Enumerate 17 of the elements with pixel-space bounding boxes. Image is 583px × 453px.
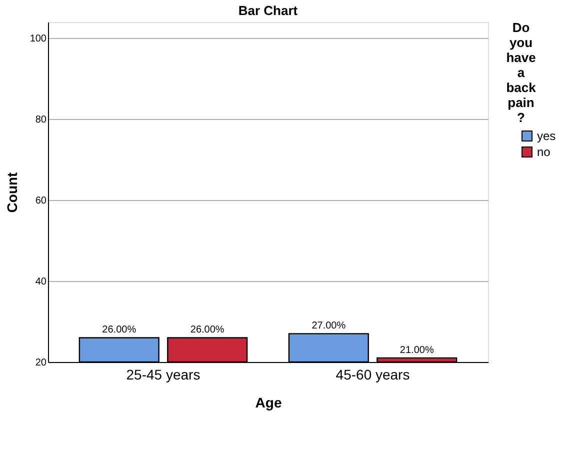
y-tick-label: 80 — [35, 114, 47, 126]
data-label: 26.00% — [102, 324, 136, 336]
y-tick-label: 60 — [35, 196, 47, 207]
y-tick-label: 20 — [35, 358, 47, 368]
y-axis-title: Count — [4, 172, 20, 213]
x-tick-label: 25-45 years — [126, 366, 200, 382]
x-axis-title: Age — [255, 394, 282, 410]
y-tick-label: 100 — [30, 34, 47, 45]
x-tick-label: 45-60 years — [336, 366, 410, 382]
data-label: 27.00% — [312, 320, 346, 332]
data-label: 26.00% — [190, 324, 224, 336]
legend-label: yes — [537, 129, 556, 143]
data-label: 21.00% — [400, 344, 434, 356]
legend-title: Do you have a back pain ? — [506, 20, 537, 125]
chart-title: Bar Chart — [238, 3, 298, 18]
y-tick-label: 40 — [35, 276, 47, 288]
legend-label: no — [537, 145, 551, 159]
